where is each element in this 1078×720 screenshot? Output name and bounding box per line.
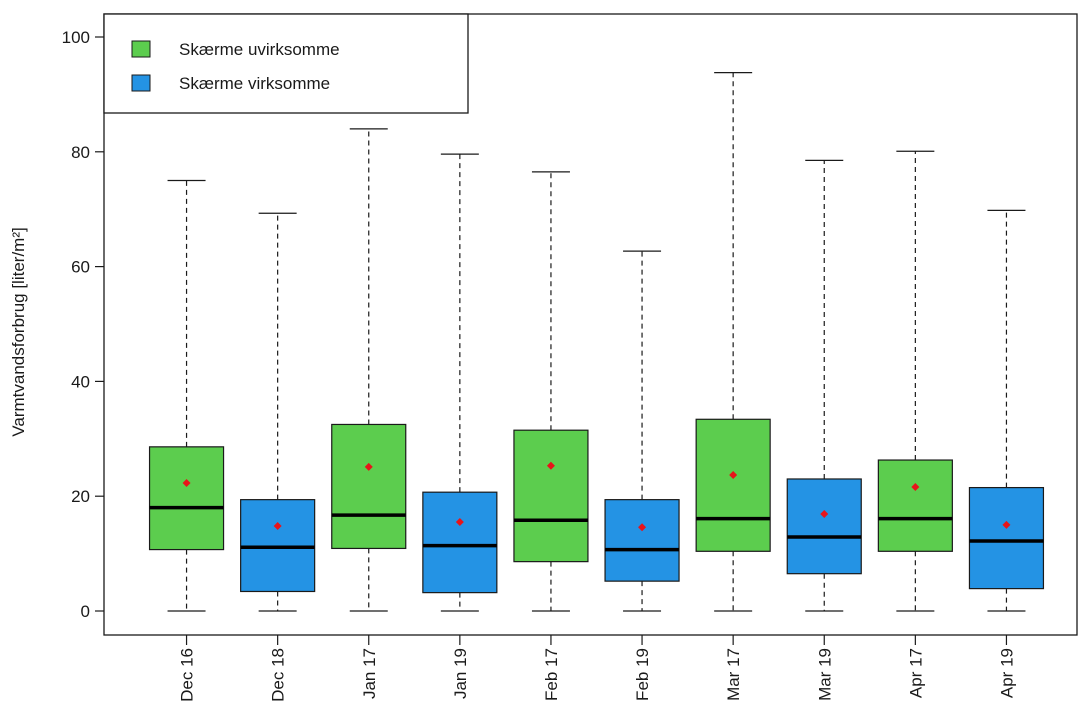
box-body (148, 446, 225, 551)
x-tick-label: Mar 17 (724, 648, 743, 701)
box-dec-18 (240, 212, 316, 612)
x-tick-label: Jan 19 (451, 648, 470, 699)
box-body (695, 418, 771, 552)
x-tick-label: Apr 17 (906, 648, 925, 698)
mean-marker (455, 518, 464, 527)
box-feb-17 (513, 171, 589, 612)
x-tick-label: Apr 19 (997, 648, 1016, 698)
box-body (786, 478, 862, 575)
x-tick-label: Dec 16 (178, 648, 197, 702)
x-tick-label: Jan 17 (360, 648, 379, 699)
box-feb-19 (604, 250, 680, 612)
boxes-group (148, 71, 1045, 612)
box-jan-17 (331, 128, 407, 612)
box-mar-17 (695, 71, 771, 612)
box-mar-19 (786, 159, 862, 612)
x-tick-label: Mar 19 (815, 648, 834, 701)
y-tick-label: 100 (62, 28, 90, 47)
box-body (513, 429, 589, 563)
legend: Skærme uvirksomme Skærme virksomme (103, 13, 469, 114)
mean-marker (364, 462, 373, 471)
x-tick-label: Dec 18 (269, 648, 288, 702)
box-apr-19 (968, 209, 1045, 612)
y-axis: 0 20 40 60 80 100 (62, 28, 104, 621)
legend-item-uvirksomme: Skærme uvirksomme (131, 40, 340, 59)
legend-swatch-uvirksomme (131, 40, 151, 58)
mean-marker (911, 483, 920, 492)
mean-marker (820, 509, 829, 518)
box-body (331, 423, 407, 550)
legend-label-uvirksomme: Skærme uvirksomme (179, 40, 340, 59)
plot-frame (103, 13, 1078, 636)
box-body (604, 499, 680, 582)
legend-swatch-virksomme (131, 74, 151, 92)
box-body (422, 491, 498, 594)
x-axis: Dec 16 Dec 18 Jan 17 Jan 19 Feb 17 Feb 19 Mar … (178, 635, 1016, 702)
mean-marker (729, 470, 738, 479)
y-tick-label: 80 (71, 143, 90, 162)
legend-label-virksomme: Skærme virksomme (179, 74, 330, 93)
x-tick-label: Feb 17 (542, 648, 561, 701)
x-tick-label: Feb 19 (633, 648, 652, 701)
y-tick-label: 20 (71, 487, 90, 506)
mean-marker (1002, 520, 1011, 529)
box-apr-17 (877, 150, 953, 612)
mean-marker (273, 522, 282, 531)
y-axis-label: Varmtvandsforbrug [liter/m²] (9, 227, 28, 436)
legend-item-virksomme: Skærme virksomme (131, 74, 330, 93)
legend-frame (103, 13, 469, 114)
y-tick-label: 40 (71, 372, 90, 391)
box-body (968, 486, 1045, 590)
box-dec-16 (148, 179, 225, 612)
box-body (877, 459, 953, 552)
mean-marker (182, 478, 191, 487)
mean-marker (546, 461, 555, 470)
y-tick-label: 60 (71, 258, 90, 277)
mean-marker (638, 523, 647, 532)
box-jan-19 (422, 153, 498, 612)
y-tick-label: 0 (81, 602, 90, 621)
